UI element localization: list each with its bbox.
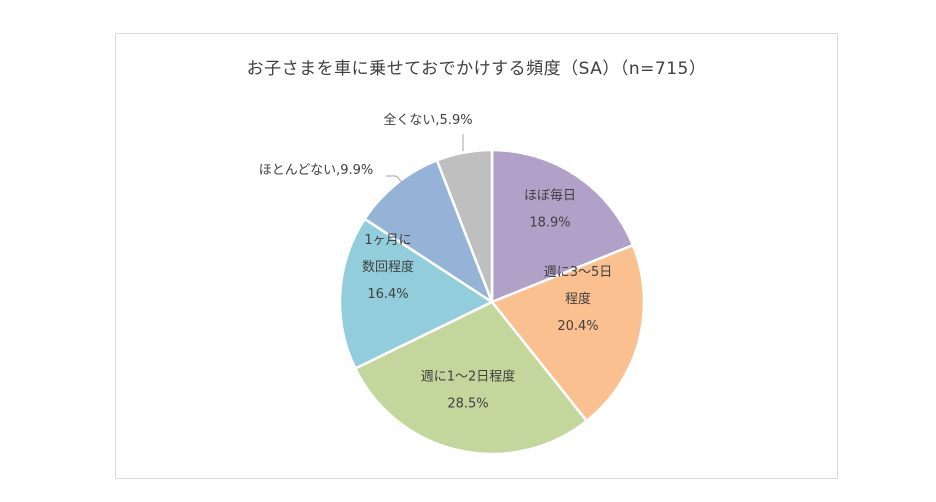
pie-slice-never <box>435 148 494 303</box>
pie-slice-daily <box>490 148 635 304</box>
slice-label-never: 全くない,5.9% <box>383 112 472 128</box>
chart-title: お子さまを車に乗せておでかけする頻度（SA）（n=715） <box>246 59 707 79</box>
leader-line-rarely <box>386 175 403 183</box>
pie-slice-one-two <box>353 300 589 456</box>
slice-label-daily: ほぼ毎日 18.9% <box>524 188 576 231</box>
slice-label-monthly: 1ヶ月に数回程度 16.4% <box>362 233 414 302</box>
pie-slice-rarely <box>362 158 495 306</box>
slice-label-one-two: 週に1～2日程度 28.5% <box>421 369 516 412</box>
slice-label-three-five: 週に3～5日程度 20.4% <box>544 265 613 334</box>
slice-label-rarely: ほとんどない,9.9% <box>259 163 374 178</box>
pie-slice-monthly <box>338 217 495 371</box>
pie-slice-three-five <box>489 243 646 423</box>
